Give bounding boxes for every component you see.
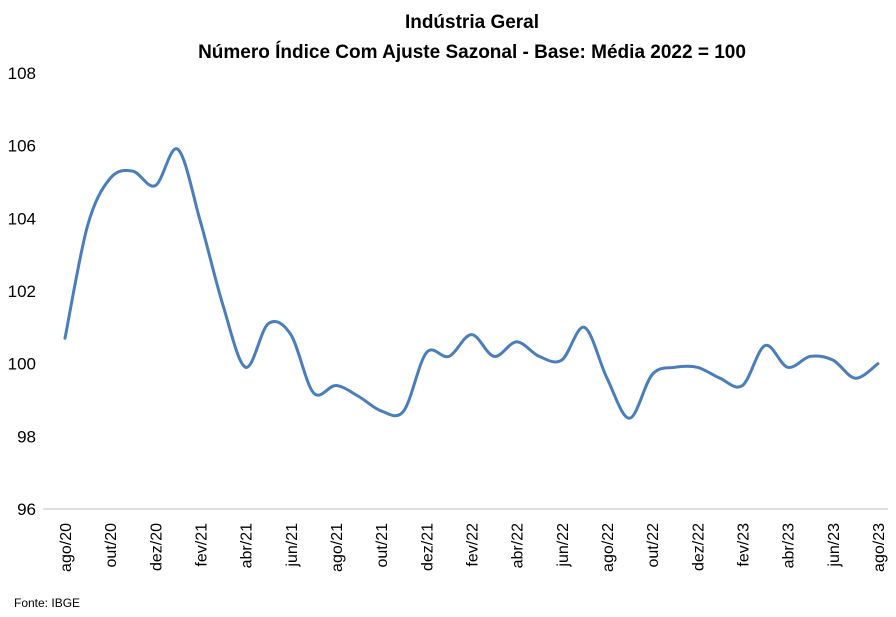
series-line bbox=[63, 147, 880, 420]
chart-title: Indústria Geral bbox=[405, 12, 539, 33]
x-tick-label: abr/22 bbox=[510, 523, 527, 568]
x-tick-label: out/22 bbox=[645, 523, 662, 568]
y-tick-label: 102 bbox=[8, 282, 36, 301]
y-tick-label: 108 bbox=[8, 64, 36, 83]
chart-subtitle: Número Índice Com Ajuste Sazonal - Base:… bbox=[198, 41, 746, 63]
x-tick-label: ago/20 bbox=[58, 523, 75, 572]
y-tick-label: 96 bbox=[17, 500, 36, 519]
y-tick-label: 106 bbox=[8, 137, 36, 156]
x-tick-label: jun/23 bbox=[826, 523, 843, 568]
x-tick-label: fev/21 bbox=[194, 523, 211, 567]
x-tick-label: ago/22 bbox=[600, 523, 617, 572]
source-note: Fonte: IBGE bbox=[14, 596, 80, 610]
x-tick-label: dez/20 bbox=[148, 523, 165, 571]
x-tick-label: abr/21 bbox=[239, 523, 256, 568]
x-tick-label: fev/22 bbox=[465, 523, 482, 567]
x-tick-label: dez/21 bbox=[419, 523, 436, 571]
x-tick-label: dez/22 bbox=[690, 523, 707, 571]
series-layer bbox=[63, 147, 880, 420]
x-tick-label: jun/22 bbox=[555, 523, 572, 568]
x-axis: ago/20 out/20 dez/20 fev/21 abr/21 jun/21 ago/… bbox=[58, 523, 888, 572]
x-tick-label: ago/23 bbox=[871, 523, 888, 572]
x-tick-label: abr/23 bbox=[781, 523, 798, 568]
x-tick-label: fev/23 bbox=[736, 523, 753, 567]
x-tick-label: out/20 bbox=[103, 523, 120, 568]
x-tick-label: jun/21 bbox=[284, 523, 301, 568]
y-tick-label: 98 bbox=[17, 427, 36, 446]
y-tick-label: 104 bbox=[8, 209, 36, 228]
x-tick-label: out/21 bbox=[374, 523, 391, 568]
x-tick-label: ago/21 bbox=[329, 523, 346, 572]
y-axis: 96 98 100 102 104 106 108 bbox=[8, 64, 36, 519]
y-tick-label: 100 bbox=[8, 355, 36, 374]
